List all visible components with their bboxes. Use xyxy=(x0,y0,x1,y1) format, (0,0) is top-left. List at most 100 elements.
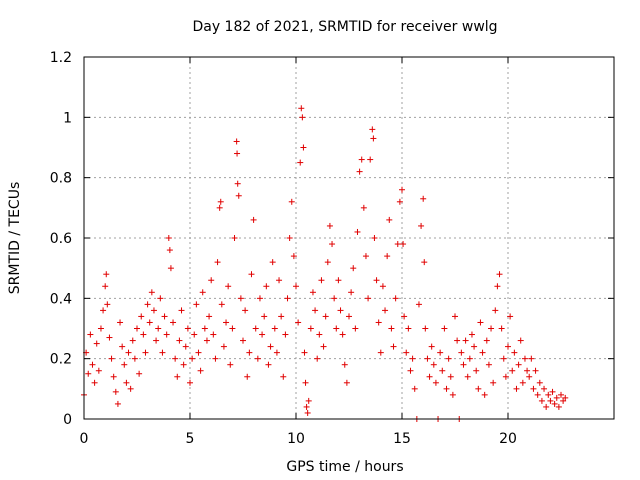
data-point xyxy=(534,391,541,398)
data-point xyxy=(481,391,488,398)
data-point xyxy=(386,216,393,223)
data-point xyxy=(184,325,191,332)
data-point xyxy=(547,397,554,404)
x-axis-label: GPS time / hours xyxy=(286,459,403,475)
data-point xyxy=(225,283,232,290)
data-point xyxy=(447,373,454,380)
data-point xyxy=(159,349,166,356)
data-point xyxy=(191,331,198,338)
data-point xyxy=(140,331,147,338)
y-tick-label: 1.2 xyxy=(50,50,72,66)
data-point xyxy=(346,313,352,320)
data-point xyxy=(492,307,499,314)
data-point xyxy=(271,325,278,332)
data-point xyxy=(148,289,155,296)
data-point xyxy=(278,313,285,320)
data-point xyxy=(536,379,543,386)
data-point xyxy=(176,337,183,344)
y-tick-label: 0.2 xyxy=(50,352,72,368)
data-point xyxy=(97,325,104,332)
data-point xyxy=(509,367,516,374)
data-point xyxy=(235,192,242,199)
data-point xyxy=(259,331,266,338)
data-point xyxy=(220,343,227,350)
data-point xyxy=(458,349,465,356)
y-tick-labels: 0 0.2 0.4 0.6 0.8 1 1.2 xyxy=(50,50,72,428)
data-point xyxy=(411,385,418,392)
data-point xyxy=(276,277,283,284)
data-point xyxy=(543,403,550,410)
data-point xyxy=(466,355,473,362)
data-point xyxy=(284,295,291,302)
data-point xyxy=(297,159,304,166)
data-point xyxy=(153,337,160,344)
data-point xyxy=(267,343,274,350)
data-point xyxy=(460,361,467,368)
data-point xyxy=(513,385,520,392)
data-point xyxy=(530,385,537,392)
data-point xyxy=(229,325,236,332)
data-point xyxy=(545,391,552,398)
data-point xyxy=(415,301,422,308)
data-point xyxy=(244,373,251,380)
data-point xyxy=(170,319,177,326)
data-point xyxy=(217,198,224,205)
data-point xyxy=(87,331,94,338)
data-point xyxy=(150,307,157,314)
data-point xyxy=(110,373,117,380)
data-point xyxy=(246,349,253,356)
data-point xyxy=(167,265,174,272)
data-point xyxy=(280,373,287,380)
data-point xyxy=(400,241,407,248)
data-point xyxy=(290,253,297,260)
data-point xyxy=(106,334,113,341)
data-point xyxy=(242,307,249,314)
data-point xyxy=(428,343,435,350)
data-point xyxy=(377,349,384,356)
data-point xyxy=(418,222,425,229)
data-point xyxy=(352,325,359,332)
y-tick-label: 1 xyxy=(63,110,72,126)
data-point xyxy=(129,337,136,344)
data-point xyxy=(127,385,134,392)
data-point xyxy=(155,325,162,332)
data-point xyxy=(254,355,261,362)
data-point xyxy=(407,367,414,374)
y-tick-label: 0 xyxy=(63,412,72,428)
data-point xyxy=(375,319,382,326)
data-point xyxy=(298,105,305,112)
data-point xyxy=(483,337,490,344)
data-point xyxy=(178,307,185,314)
data-point xyxy=(560,397,567,404)
data-point xyxy=(432,379,439,386)
data-point xyxy=(392,295,399,302)
data-point xyxy=(304,409,311,416)
data-point xyxy=(339,331,346,338)
data-point xyxy=(388,325,395,332)
data-point xyxy=(371,235,378,241)
data-point xyxy=(231,235,238,241)
data-point xyxy=(174,373,181,380)
data-point xyxy=(524,367,531,374)
data-point xyxy=(324,259,331,266)
data-point xyxy=(343,379,350,386)
data-point xyxy=(370,135,377,142)
data-point xyxy=(519,379,526,386)
data-point xyxy=(337,307,344,314)
x-tick-label: 15 xyxy=(393,431,411,447)
data-point xyxy=(367,156,374,163)
data-point xyxy=(104,301,111,308)
data-point xyxy=(445,355,452,362)
data-point xyxy=(157,295,164,302)
data-point xyxy=(394,241,401,248)
data-point xyxy=(360,204,367,211)
data-point xyxy=(532,367,539,374)
data-point xyxy=(454,337,461,344)
data-point xyxy=(216,204,223,211)
data-point xyxy=(240,337,246,344)
data-point xyxy=(462,337,469,344)
data-point xyxy=(538,397,545,404)
data-point xyxy=(172,355,179,362)
data-point xyxy=(286,235,293,241)
